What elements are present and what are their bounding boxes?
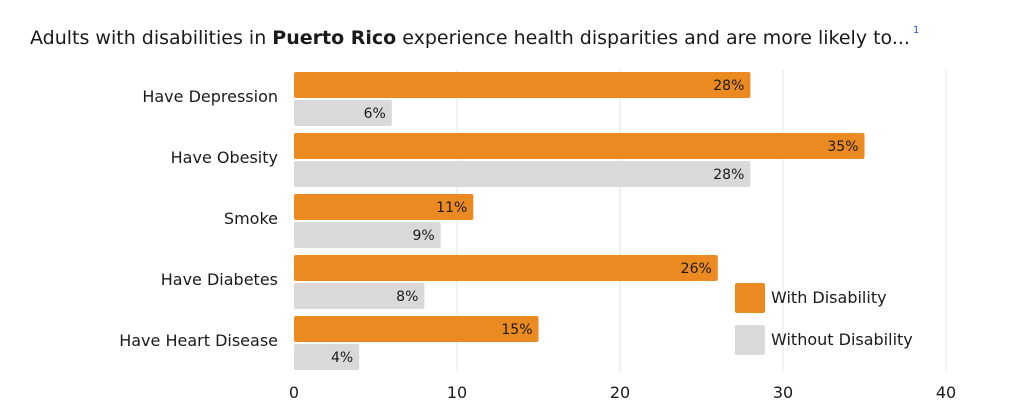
category-label: Have Obesity <box>171 148 278 167</box>
legend-swatch-with-disability <box>735 283 765 313</box>
legend-label: Without Disability <box>771 330 913 349</box>
bar-with-disability <box>294 72 751 98</box>
x-tick-label: 0 <box>289 383 299 402</box>
title-suffix: experience health disparities and are mo… <box>396 27 910 49</box>
value-label: 8% <box>396 289 418 305</box>
category-label: Smoke <box>224 209 278 228</box>
bar-without-disability <box>294 344 360 370</box>
bar-without-disability <box>294 283 425 309</box>
bar-with-disability <box>294 194 474 220</box>
bar-with-disability <box>294 316 539 342</box>
bar-without-disability <box>294 100 392 126</box>
x-tick-label: 30 <box>773 383 793 402</box>
title-location: Puerto Rico <box>272 27 397 49</box>
bars: 28% 6% 35% 28% 11%9% 26% 8% 15% 4% <box>294 72 865 370</box>
chart-title: Adults with disabilities in Puerto Rico … <box>30 25 920 49</box>
bar-without-disability <box>294 161 751 187</box>
bar-without-disability <box>294 222 441 248</box>
value-label: 9% <box>412 228 434 244</box>
value-label: 6% <box>364 106 386 122</box>
value-label: 11% <box>436 200 467 216</box>
x-tick-label: 20 <box>610 383 630 402</box>
footnote-link[interactable]: 1 <box>912 25 920 36</box>
value-label: 4% <box>331 350 353 366</box>
legend-swatch-without-disability <box>735 325 765 355</box>
x-axis-ticks: 0 10 20 30 40 <box>289 383 956 402</box>
value-label: 35% <box>827 139 858 155</box>
x-tick-label: 40 <box>936 383 956 402</box>
x-tick-label: 10 <box>447 383 467 402</box>
bar-with-disability <box>294 133 865 159</box>
value-label: 28% <box>713 78 744 94</box>
category-labels: Have Depression Have Obesity Smoke Have Dia… <box>119 87 278 350</box>
category-label: Have Heart Disease <box>119 331 278 350</box>
title-prefix: Adults with disabilities in <box>30 27 273 49</box>
category-label: Have Diabetes <box>161 270 278 289</box>
category-label: Have Depression <box>142 87 278 106</box>
legend-label: With Disability <box>771 288 887 307</box>
value-label: 15% <box>501 322 532 338</box>
value-label: 26% <box>681 261 712 277</box>
value-label: 28% <box>713 167 744 183</box>
bar-with-disability <box>294 255 718 281</box>
legend: With Disability Without Disability <box>735 283 913 355</box>
